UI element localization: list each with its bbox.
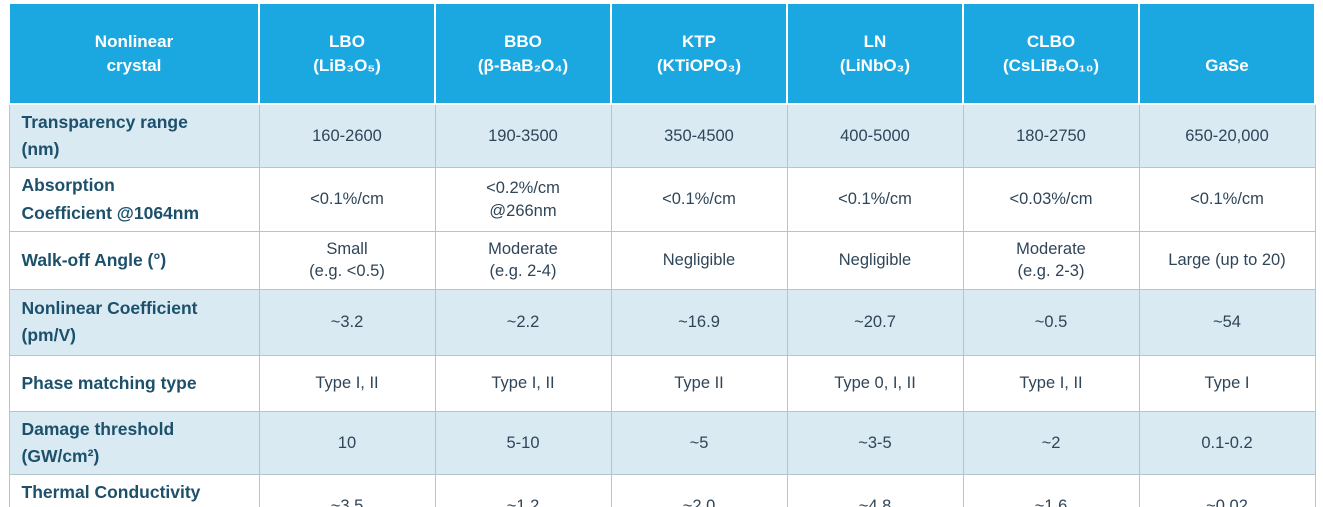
crystal-formula: (CsLiB₆O₁₀): [1002, 55, 1100, 75]
row-label: Thermal Conductivity (W/mK): [8, 473, 260, 507]
column-header-bbo: BBO (β-BaB₂O₄): [434, 1, 612, 106]
table-cell: ~54: [1138, 288, 1316, 356]
table-cell: ~2.2: [434, 288, 612, 356]
table-cell: Type I, II: [962, 354, 1140, 412]
table-cell: Type 0, I, II: [786, 354, 964, 412]
column-header-gase: GaSe: [1138, 1, 1316, 106]
table-cell: ~3-5: [786, 410, 964, 475]
row-absorption-coefficient: Absorption Coefficient @1064nm <0.1%/cm …: [8, 167, 1316, 232]
crystal-name: GaSe: [1205, 55, 1249, 75]
table-cell: <0.1%/cm: [610, 167, 788, 232]
table-cell: ~1.6: [962, 473, 1140, 507]
table-cell: ~0.5: [962, 288, 1140, 356]
row-nonlinear-coefficient: Nonlinear Coefficient (pm/V) ~3.2 ~2.2 ~…: [8, 288, 1316, 356]
crystal-name: LN: [863, 31, 887, 51]
table-cell: 190-3500: [434, 103, 612, 169]
row-walkoff-angle: Walk-off Angle (°) Small (e.g. <0.5) Mod…: [8, 230, 1316, 290]
row-transparency-range: Transparency range (nm) 160-2600 190-350…: [8, 103, 1316, 169]
column-header-ktp: KTP (KTiOPO₃): [610, 1, 788, 106]
table-cell: 650-20,000: [1138, 103, 1316, 169]
table-cell: <0.1%/cm: [786, 167, 964, 232]
table-cell: Type I, II: [258, 354, 436, 412]
crystal-name: CLBO: [1026, 31, 1076, 51]
table-cell: ~3.2: [258, 288, 436, 356]
row-label: Nonlinear Coefficient (pm/V): [8, 288, 260, 356]
table-cell: <0.1%/cm: [1138, 167, 1316, 232]
table-cell: 180-2750: [962, 103, 1140, 169]
table-cell: 350-4500: [610, 103, 788, 169]
corner-header: Nonlinear crystal: [8, 1, 260, 106]
row-damage-threshold: Damage threshold (GW/cm²) 10 5-10 ~5 ~3-…: [8, 410, 1316, 475]
table-cell: ~4.8: [786, 473, 964, 507]
table-cell: ~20.7: [786, 288, 964, 356]
table-cell: Small (e.g. <0.5): [258, 230, 436, 290]
table-cell: ~5: [610, 410, 788, 475]
column-header-lbo: LBO (LiB₃O₅): [258, 1, 436, 106]
table-cell: ~16.9: [610, 288, 788, 356]
table-cell: ~3.5: [258, 473, 436, 507]
table-cell: 5-10: [434, 410, 612, 475]
table-cell: ~2: [962, 410, 1140, 475]
table-cell: Type II: [610, 354, 788, 412]
crystal-formula: (KTiOPO₃): [656, 55, 742, 75]
crystal-name: LBO: [329, 31, 365, 51]
table-body: Transparency range (nm) 160-2600 190-350…: [8, 103, 1316, 507]
table-cell: <0.03%/cm: [962, 167, 1140, 232]
table-cell: Moderate (e.g. 2-4): [434, 230, 612, 290]
table-cell: 160-2600: [258, 103, 436, 169]
table-cell: 400-5000: [786, 103, 964, 169]
table-header: Nonlinear crystal LBO (LiB₃O₅) BBO (β-Ba…: [8, 1, 1316, 106]
row-thermal-conductivity: Thermal Conductivity (W/mK) ~3.5 ~1.2 ~2…: [8, 473, 1316, 507]
row-label: Phase matching type: [8, 354, 260, 412]
table-cell: Negligible: [786, 230, 964, 290]
table-cell: Type I: [1138, 354, 1316, 412]
table-cell: ~2.0: [610, 473, 788, 507]
table-cell: ~1.2: [434, 473, 612, 507]
column-header-clbo: CLBO (CsLiB₆O₁₀): [962, 1, 1140, 106]
crystal-formula: (β-BaB₂O₄): [477, 55, 569, 75]
table-cell: Moderate (e.g. 2-3): [962, 230, 1140, 290]
table-cell: <0.1%/cm: [258, 167, 436, 232]
row-label: Damage threshold (GW/cm²): [8, 410, 260, 475]
table-cell: Negligible: [610, 230, 788, 290]
row-label: Absorption Coefficient @1064nm: [8, 167, 260, 232]
row-phase-matching: Phase matching type Type I, II Type I, I…: [8, 354, 1316, 412]
crystal-comparison-table: Nonlinear crystal LBO (LiB₃O₅) BBO (β-Ba…: [8, 1, 1316, 507]
table-cell: 0.1-0.2: [1138, 410, 1316, 475]
row-label: Transparency range (nm): [8, 103, 260, 169]
table-cell: 10: [258, 410, 436, 475]
crystal-name: BBO: [504, 31, 542, 51]
row-label: Walk-off Angle (°): [8, 230, 260, 290]
crystal-formula: (LiB₃O₅): [313, 55, 381, 75]
table-cell: Type I, II: [434, 354, 612, 412]
table-cell: ~0.02: [1138, 473, 1316, 507]
column-header-ln: LN (LiNbO₃): [786, 1, 964, 106]
header-row: Nonlinear crystal LBO (LiB₃O₅) BBO (β-Ba…: [8, 1, 1316, 106]
table-cell: <0.2%/cm @266nm: [434, 167, 612, 232]
crystal-formula: (LiNbO₃): [839, 55, 911, 75]
table-cell: Large (up to 20): [1138, 230, 1316, 290]
crystal-name: KTP: [682, 31, 716, 51]
